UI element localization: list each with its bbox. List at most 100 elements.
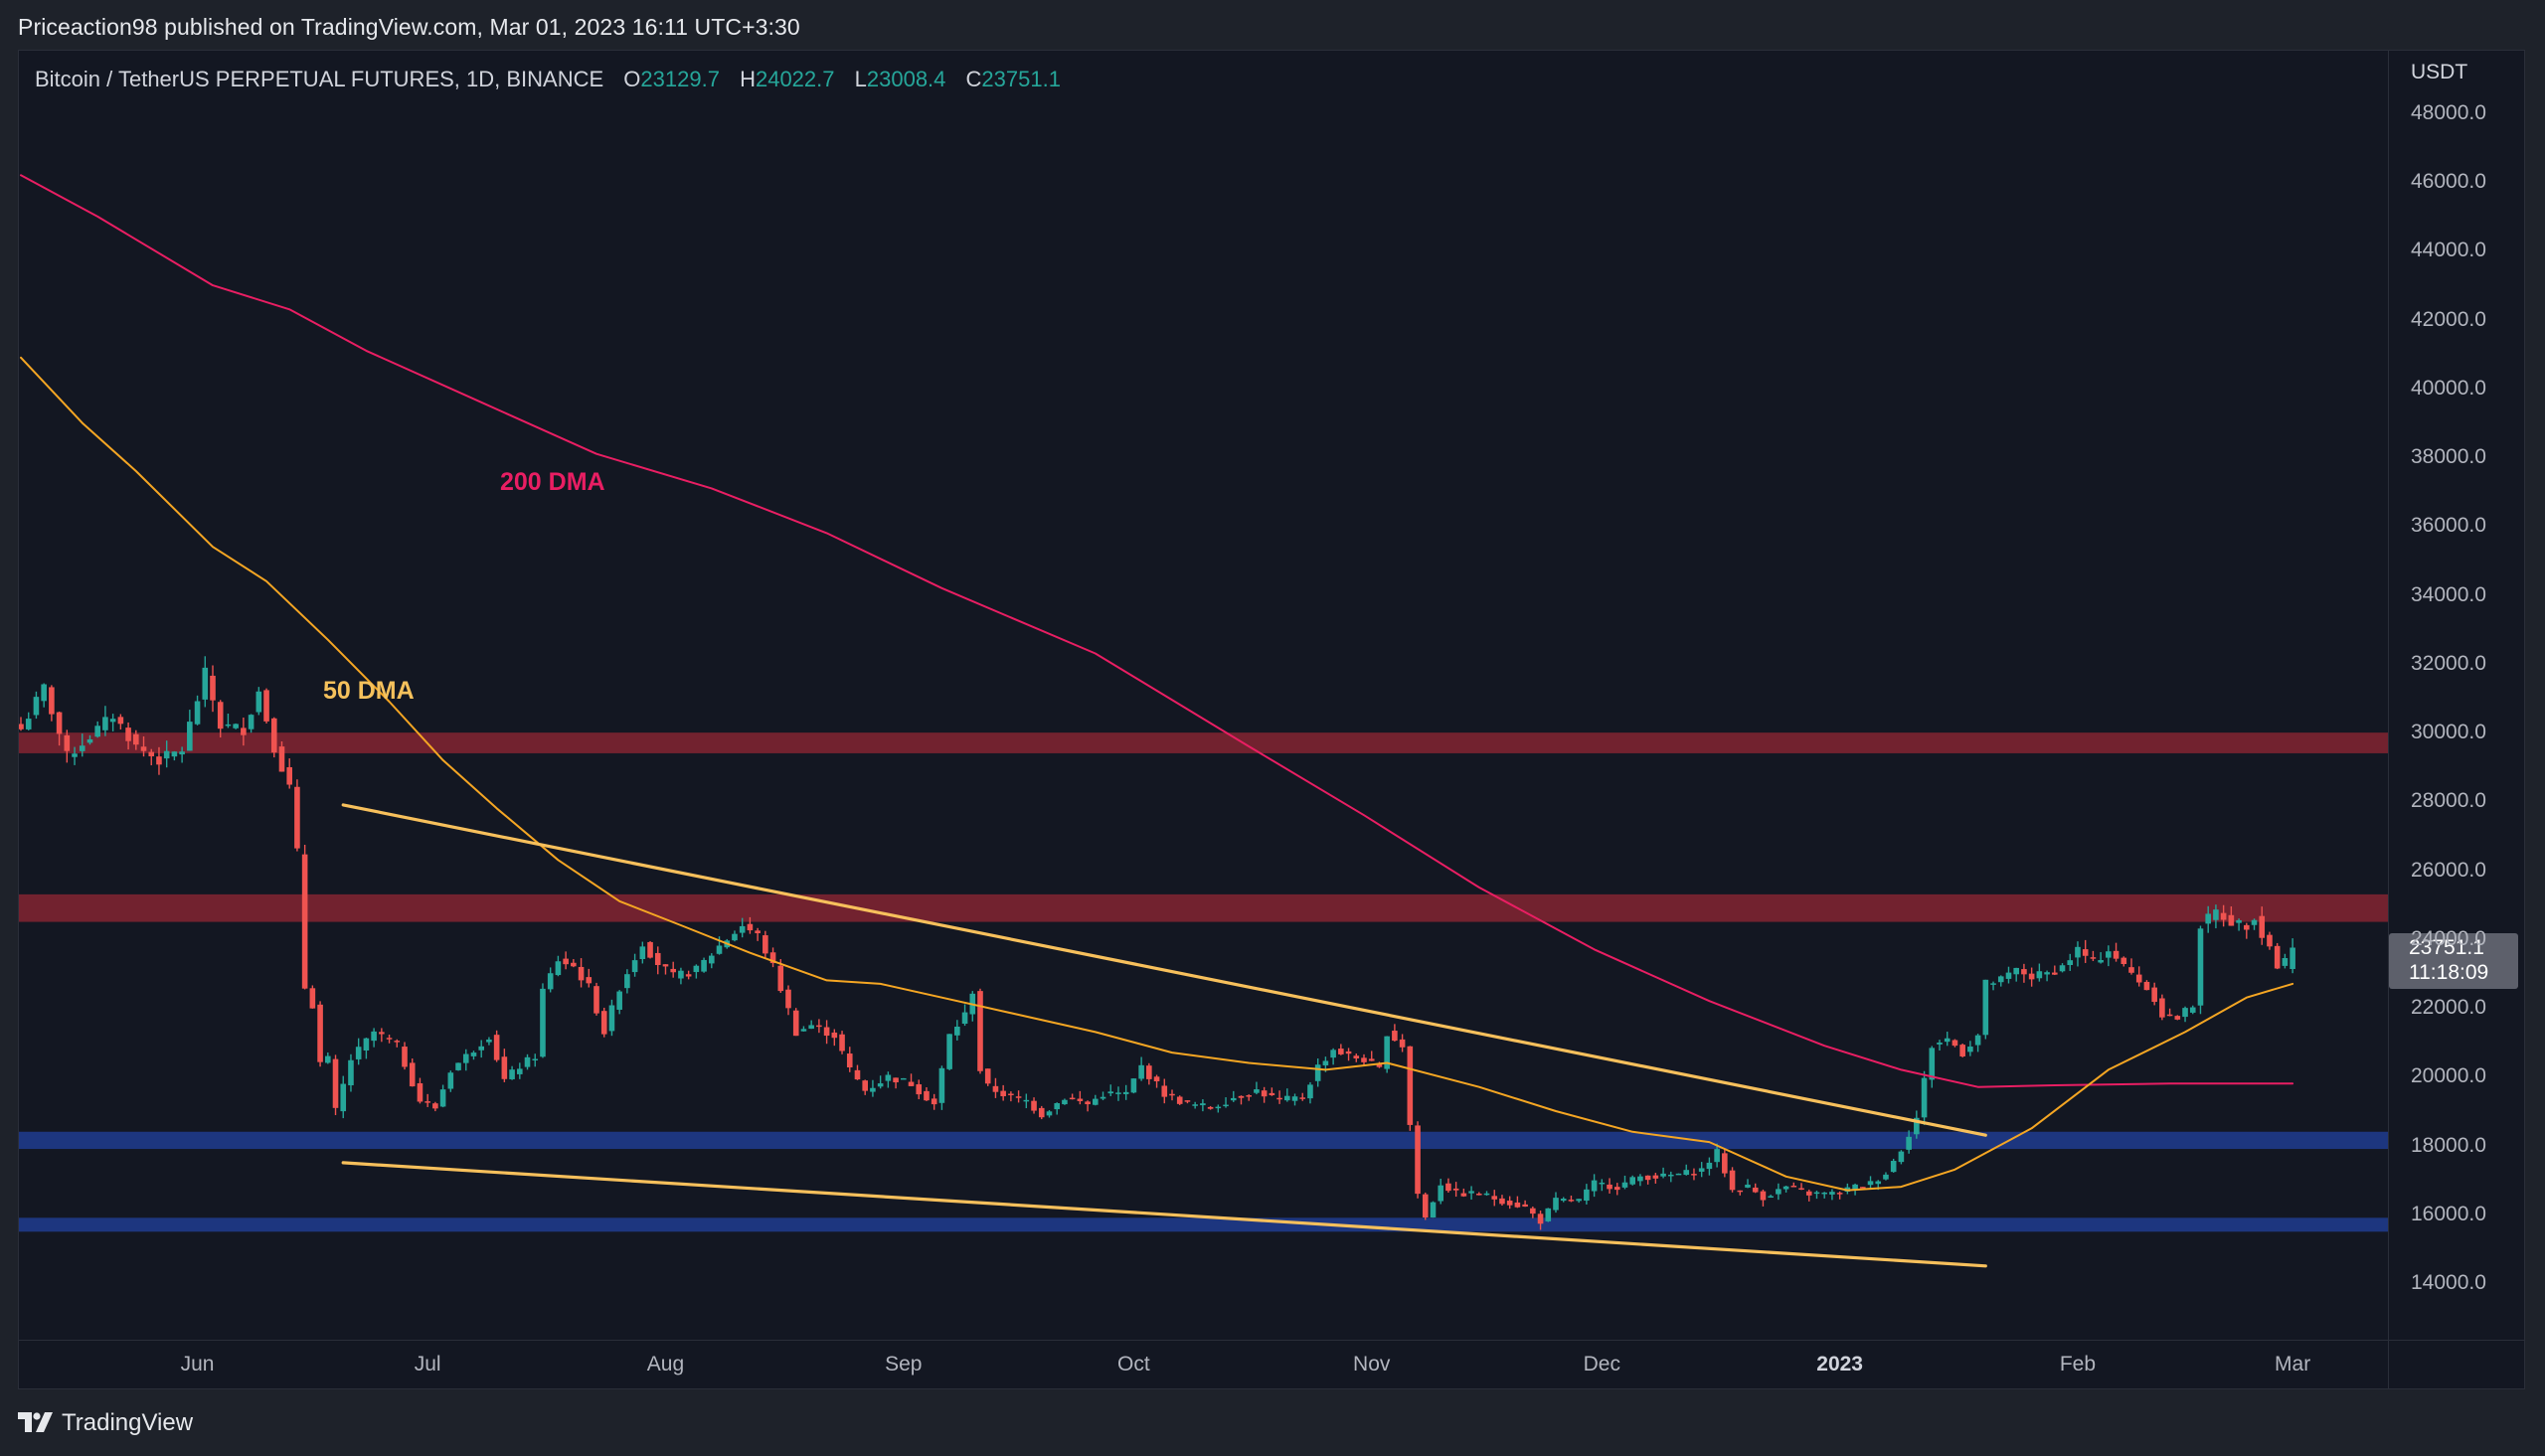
chart-frame[interactable]: Bitcoin / TetherUS PERPETUAL FUTURES, 1D… xyxy=(18,50,2525,1389)
candle-body xyxy=(1246,1095,1252,1097)
candle-body xyxy=(1537,1213,1544,1224)
price-chart[interactable] xyxy=(19,51,2388,1340)
candle-body xyxy=(1898,1151,1905,1163)
candle-body xyxy=(877,1083,884,1087)
candle-body xyxy=(355,1047,362,1059)
candle-body xyxy=(2021,969,2027,975)
candle-body xyxy=(1215,1106,1222,1109)
candle-body xyxy=(1522,1204,1528,1208)
candle-body xyxy=(1929,1048,1936,1080)
candle-body xyxy=(961,1012,968,1025)
candle-body xyxy=(701,959,707,972)
candle-body xyxy=(325,1055,331,1063)
candle-body xyxy=(1023,1099,1030,1102)
candle-body xyxy=(1591,1180,1598,1192)
candle-body xyxy=(1745,1184,1751,1188)
candle-body xyxy=(532,1058,539,1061)
candle-body xyxy=(1860,1187,1866,1189)
candle-body xyxy=(1737,1190,1744,1193)
trendline xyxy=(341,1161,1987,1268)
candle-body xyxy=(2036,971,2043,979)
candle-body xyxy=(571,962,577,967)
candle-body xyxy=(1921,1077,1928,1118)
candle-body xyxy=(1015,1096,1022,1098)
candle-body xyxy=(1069,1097,1076,1100)
candle-body xyxy=(1599,1182,1606,1185)
candle-body xyxy=(1261,1090,1268,1097)
candle-body xyxy=(179,751,185,755)
candle-body xyxy=(1852,1184,1858,1190)
candle-body xyxy=(2259,915,2266,938)
candle-body xyxy=(64,734,71,751)
candle-body xyxy=(1230,1097,1237,1101)
candle-body xyxy=(777,965,784,992)
candle-body xyxy=(117,717,124,725)
candle-body xyxy=(2075,946,2081,958)
candle-body xyxy=(371,1031,377,1042)
price-tick-label: 44000.0 xyxy=(2411,239,2486,262)
candle-body xyxy=(823,1027,830,1037)
candle-body xyxy=(1054,1102,1060,1110)
candle-body xyxy=(1100,1096,1106,1099)
candle-body xyxy=(755,930,761,934)
candle-body xyxy=(685,974,692,977)
candle-body xyxy=(2151,987,2157,1003)
candle-body xyxy=(493,1035,500,1060)
candle-body xyxy=(2220,912,2227,920)
candle-body xyxy=(210,675,216,701)
candle-body xyxy=(1062,1099,1068,1105)
candle-body xyxy=(885,1074,892,1081)
candle-body xyxy=(1192,1104,1198,1106)
candle-body xyxy=(1621,1182,1628,1188)
price-axis[interactable]: USDT 23751.1 11:18:09 48000.0 46000.0 4400… xyxy=(2388,51,2525,1340)
candle-body xyxy=(1790,1186,1797,1188)
candle-body xyxy=(2159,998,2165,1018)
candle-body xyxy=(1392,1031,1398,1042)
candle-body xyxy=(555,961,562,976)
candle-body xyxy=(2106,951,2112,958)
candle-body xyxy=(769,952,776,964)
candle-body xyxy=(1483,1193,1490,1196)
candle-body xyxy=(1407,1046,1414,1125)
candle-body xyxy=(854,1069,861,1080)
candle-body xyxy=(1514,1202,1521,1208)
candle-body xyxy=(1782,1186,1789,1190)
candle-body xyxy=(1238,1095,1245,1098)
candle-body xyxy=(578,966,585,981)
candle-body xyxy=(908,1081,915,1086)
candle-body xyxy=(1468,1191,1474,1194)
candle-body xyxy=(785,989,791,1009)
candle-body xyxy=(1161,1085,1168,1097)
candle-body xyxy=(1499,1198,1505,1205)
candle-body xyxy=(171,751,178,757)
time-axis[interactable]: Jun Jul Aug Sep Oct Nov Dec 2023 Feb Mar xyxy=(19,1340,2388,1389)
candle-body xyxy=(109,719,116,723)
resistance-2-zone xyxy=(19,893,2388,922)
candle-body xyxy=(509,1069,515,1079)
price-tick-label: 22000.0 xyxy=(2411,996,2486,1020)
candle-body xyxy=(839,1034,845,1052)
candle-body xyxy=(348,1059,354,1086)
candle-body xyxy=(417,1082,424,1102)
candle-body xyxy=(1951,1040,1958,1047)
candle-body xyxy=(1691,1174,1697,1176)
candle-body xyxy=(2028,973,2035,980)
tradingview-logo[interactable]: TradingView xyxy=(18,1409,193,1437)
candle-body xyxy=(1422,1194,1429,1218)
candle-body xyxy=(1200,1103,1206,1106)
candle-body xyxy=(1223,1104,1229,1107)
candle-body xyxy=(409,1062,416,1087)
plot-area[interactable]: Bitcoin / TetherUS PERPETUAL FUTURES, 1D… xyxy=(19,51,2388,1340)
candle-body xyxy=(1768,1196,1774,1198)
candle-body xyxy=(2197,928,2204,1006)
candle-body xyxy=(1291,1096,1298,1101)
current-price: 23751.1 xyxy=(2409,936,2484,960)
resistance-1-zone xyxy=(19,732,2388,753)
candle-body xyxy=(402,1047,408,1067)
candle-body xyxy=(1031,1100,1037,1111)
candle-body xyxy=(1813,1192,1820,1195)
candle-body xyxy=(86,738,93,743)
candle-body xyxy=(379,1032,385,1035)
candle-body xyxy=(931,1098,937,1105)
candle-body xyxy=(594,986,599,1014)
